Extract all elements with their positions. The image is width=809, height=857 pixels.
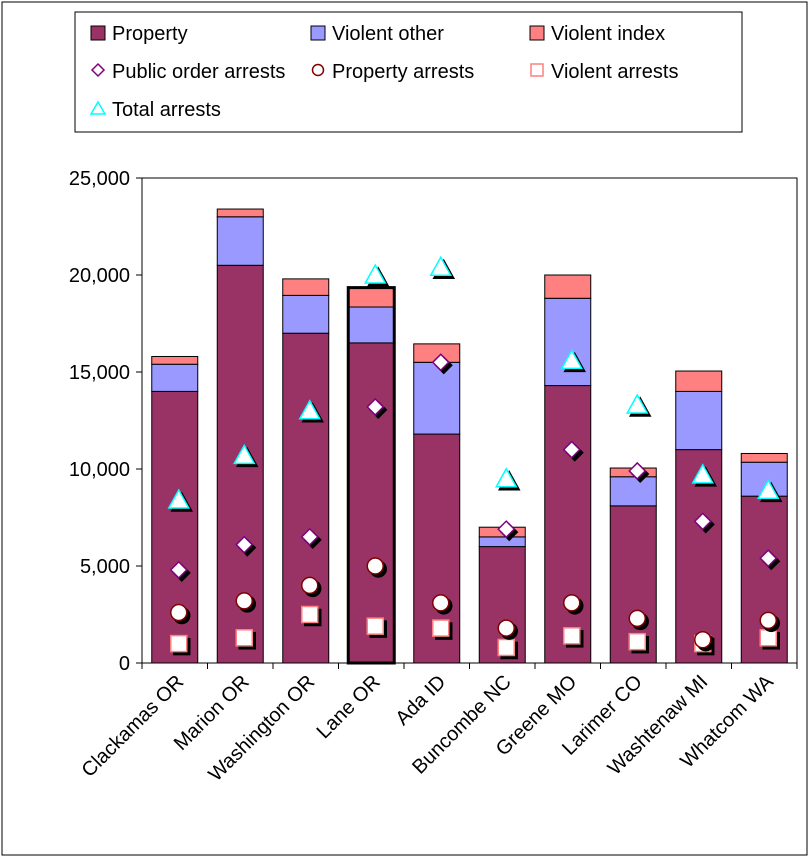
marker-public-order-arrests bbox=[235, 535, 254, 554]
marker-violent-arrests bbox=[366, 617, 384, 635]
marker-public-order-arrests bbox=[497, 520, 516, 539]
bar-property bbox=[151, 390, 199, 664]
marker-property-arrests bbox=[628, 609, 646, 628]
marker-property-arrests bbox=[563, 594, 581, 612]
marker-property-arrests bbox=[301, 576, 319, 595]
bar-violent-other bbox=[347, 306, 395, 344]
marker-violent-arrests bbox=[170, 634, 188, 653]
bar-violent-other bbox=[282, 294, 330, 334]
marker-total-arrests bbox=[756, 478, 780, 500]
y-tick-label: 25,000 bbox=[69, 168, 130, 190]
legend-marker-square bbox=[530, 63, 544, 77]
legend-item-property: Property bbox=[90, 23, 188, 45]
bar-violent-other bbox=[151, 363, 199, 392]
marker-total-arrests bbox=[560, 348, 584, 370]
marker-public-order-arrests bbox=[759, 549, 778, 568]
bar-violent-other bbox=[216, 216, 264, 266]
marker-property-arrests bbox=[694, 630, 712, 649]
legend-marker-circle bbox=[311, 63, 325, 77]
marker-violent-arrests bbox=[759, 629, 777, 647]
bar-property bbox=[544, 385, 592, 664]
marker-violent-arrests bbox=[301, 605, 319, 624]
legend-label-violent-other: Violent other bbox=[332, 23, 444, 45]
legend-label-public-order-arrests: Public order arrests bbox=[112, 61, 285, 83]
marker-total-arrests bbox=[625, 393, 649, 414]
legend-label-property-arrests: Property arrests bbox=[332, 61, 474, 83]
marker-property-arrests bbox=[432, 594, 450, 612]
marker-total-arrests bbox=[232, 443, 256, 465]
bar-violent-other bbox=[675, 390, 723, 451]
legend-marker-triangle bbox=[89, 100, 107, 115]
marker-violent-arrests bbox=[628, 632, 646, 651]
bar-violent-index bbox=[282, 278, 330, 296]
bar-violent-index bbox=[216, 208, 264, 218]
bar-violent-index bbox=[347, 287, 395, 308]
bar-violent-index bbox=[740, 452, 788, 463]
legend-label-violent-index: Violent index bbox=[551, 23, 665, 45]
legend: Property Violent other Violent index Pub… bbox=[74, 11, 743, 133]
legend-frame bbox=[74, 11, 743, 133]
y-tick-label: 20,000 bbox=[69, 265, 130, 287]
legend-label-violent-arrests: Violent arrests bbox=[551, 61, 678, 83]
legend-item-violent-index: Violent index bbox=[529, 23, 665, 45]
marker-public-order-arrests bbox=[562, 440, 581, 459]
marker-property-arrests bbox=[759, 611, 777, 630]
legend-swatch-violent-index bbox=[529, 25, 545, 41]
marker-violent-arrests bbox=[235, 629, 253, 647]
bar-violent-other bbox=[609, 476, 657, 507]
marker-violent-arrests bbox=[497, 638, 515, 657]
marker-total-arrests bbox=[691, 463, 715, 484]
marker-public-order-arrests bbox=[169, 560, 188, 579]
legend-item-total-arrests: Total arrests bbox=[89, 99, 221, 121]
marker-property-arrests bbox=[497, 619, 515, 637]
marker-public-order-arrests bbox=[628, 461, 647, 481]
bar-violent-other bbox=[478, 536, 526, 548]
legend-item-public-order-arrests: Public order arrests bbox=[90, 61, 285, 83]
legend-swatch-violent-other bbox=[310, 25, 326, 41]
legend-item-property-arrests: Property arrests bbox=[311, 61, 474, 83]
marker-property-arrests bbox=[366, 557, 384, 575]
legend-marker-diamond bbox=[90, 62, 106, 78]
marker-public-order-arrests bbox=[366, 397, 385, 416]
bar-violent-index bbox=[544, 274, 592, 299]
legend-item-violent-other: Violent other bbox=[310, 23, 444, 45]
marker-violent-arrests bbox=[563, 627, 581, 645]
bar-violent-index bbox=[151, 355, 199, 365]
marker-total-arrests bbox=[363, 263, 387, 284]
y-tick-label: 5,000 bbox=[80, 556, 130, 578]
bar-violent-other bbox=[413, 361, 461, 435]
bar-violent-other bbox=[544, 297, 592, 387]
marker-total-arrests bbox=[167, 488, 191, 509]
y-tick-label: 0 bbox=[119, 653, 130, 675]
marker-public-order-arrests bbox=[431, 353, 450, 372]
marker-violent-arrests bbox=[432, 619, 450, 637]
bar-highlight-outline bbox=[346, 286, 396, 665]
legend-label-total-arrests: Total arrests bbox=[112, 99, 221, 121]
marker-property-arrests bbox=[170, 603, 188, 622]
marker-property-arrests bbox=[235, 592, 253, 610]
legend-item-violent-arrests: Violent arrests bbox=[530, 61, 678, 83]
bar-violent-index bbox=[675, 370, 723, 392]
bar-property bbox=[347, 342, 395, 664]
marker-total-arrests bbox=[298, 399, 322, 420]
marker-public-order-arrests bbox=[693, 512, 712, 531]
marker-total-arrests bbox=[429, 255, 453, 276]
marker-total-arrests bbox=[494, 467, 518, 488]
legend-label-property: Property bbox=[112, 23, 188, 45]
y-tick-label: 10,000 bbox=[69, 459, 130, 481]
marker-public-order-arrests bbox=[300, 527, 319, 546]
y-tick-label: 15,000 bbox=[69, 362, 130, 384]
legend-swatch-property bbox=[90, 25, 106, 41]
